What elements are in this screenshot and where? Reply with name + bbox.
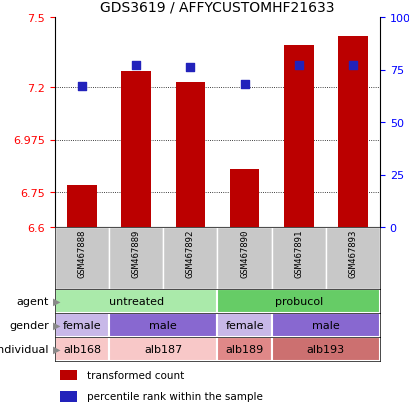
- Bar: [325, 228, 379, 289]
- Text: transformed count: transformed count: [87, 370, 184, 380]
- Bar: [109, 313, 217, 337]
- Text: alb193: alb193: [306, 344, 344, 354]
- Text: GSM467890: GSM467890: [240, 229, 249, 278]
- Bar: [217, 289, 379, 313]
- Text: gender: gender: [9, 320, 49, 330]
- Bar: [271, 228, 325, 289]
- Text: ▶: ▶: [53, 296, 61, 306]
- Bar: [271, 337, 379, 361]
- Text: alb187: alb187: [144, 344, 182, 354]
- Point: [349, 63, 355, 69]
- Text: GSM467888: GSM467888: [77, 229, 86, 278]
- Text: GSM467892: GSM467892: [185, 229, 194, 278]
- Bar: [163, 228, 217, 289]
- Point: [241, 82, 247, 88]
- Bar: [271, 313, 379, 337]
- Text: female: female: [63, 320, 101, 330]
- Text: ▶: ▶: [53, 320, 61, 330]
- Bar: [217, 313, 271, 337]
- Bar: [55, 228, 109, 289]
- Bar: [217, 337, 271, 361]
- Point: [295, 63, 301, 69]
- Text: agent: agent: [16, 296, 49, 306]
- Point: [187, 65, 193, 71]
- Text: GSM467893: GSM467893: [348, 229, 357, 278]
- Text: alb189: alb189: [225, 344, 263, 354]
- Point: [79, 84, 85, 90]
- Bar: [217, 228, 271, 289]
- Bar: [55, 337, 109, 361]
- Bar: [337, 37, 367, 228]
- Text: alb168: alb168: [63, 344, 101, 354]
- Text: individual: individual: [0, 344, 49, 354]
- Text: ▶: ▶: [53, 344, 61, 354]
- Text: GSM467891: GSM467891: [294, 229, 303, 278]
- Text: GSM467889: GSM467889: [131, 229, 140, 278]
- Bar: [109, 337, 217, 361]
- Bar: [109, 228, 163, 289]
- Point: [133, 63, 139, 69]
- Bar: [55, 289, 217, 313]
- Bar: [67, 185, 97, 228]
- Text: female: female: [225, 320, 263, 330]
- Text: male: male: [311, 320, 339, 330]
- Title: GDS3619 / AFFYCUSTOMHF21633: GDS3619 / AFFYCUSTOMHF21633: [100, 0, 334, 14]
- Text: probucol: probucol: [274, 296, 322, 306]
- Bar: [60, 370, 76, 380]
- Bar: [60, 391, 76, 402]
- Text: male: male: [149, 320, 177, 330]
- Bar: [283, 46, 313, 228]
- Text: percentile rank within the sample: percentile rank within the sample: [87, 392, 262, 401]
- Bar: [229, 169, 259, 228]
- Bar: [55, 313, 109, 337]
- Bar: [175, 83, 205, 228]
- Text: untreated: untreated: [108, 296, 164, 306]
- Bar: [121, 71, 151, 228]
